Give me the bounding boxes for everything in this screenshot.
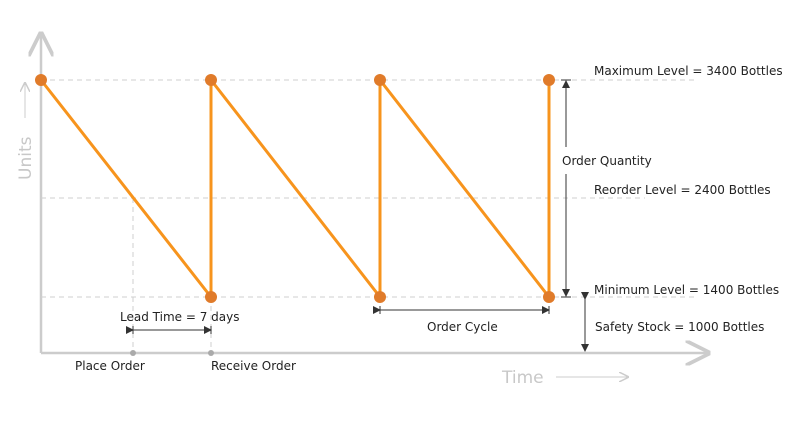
place-order-marker bbox=[130, 350, 136, 356]
reorder-level-label: Reorder Level = 2400 Bottles bbox=[594, 183, 771, 197]
point bbox=[374, 74, 386, 86]
point bbox=[205, 74, 217, 86]
point bbox=[205, 291, 217, 303]
order-cycle-label: Order Cycle bbox=[427, 320, 498, 334]
receive-order-marker bbox=[208, 350, 214, 356]
lead-time-label: Lead Time = 7 days bbox=[120, 310, 239, 324]
receive-order-label: Receive Order bbox=[211, 359, 296, 373]
max-level-label: Maximum Level = 3400 Bottles bbox=[594, 64, 783, 78]
inventory-points bbox=[35, 74, 555, 303]
point bbox=[543, 291, 555, 303]
place-order-label: Place Order bbox=[75, 359, 145, 373]
inventory-line bbox=[39, 75, 551, 302]
point bbox=[35, 74, 47, 86]
min-level-label: Minimum Level = 1400 Bottles bbox=[594, 283, 779, 297]
y-axis-label: Units bbox=[16, 136, 36, 180]
safety-stock-label: Safety Stock = 1000 Bottles bbox=[595, 320, 764, 334]
x-axis-label: Time bbox=[501, 368, 544, 388]
point bbox=[374, 291, 386, 303]
order-quantity-label: Order Quantity bbox=[562, 154, 652, 168]
point bbox=[543, 74, 555, 86]
